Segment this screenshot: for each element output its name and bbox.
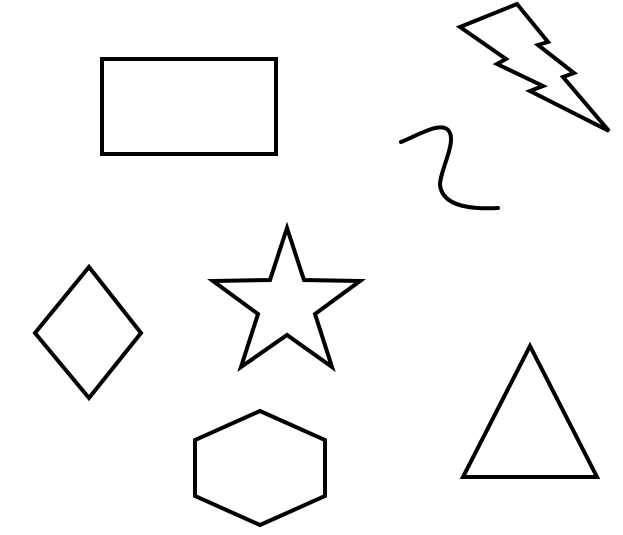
star-shape (207, 221, 366, 373)
lightning-bolt-shape (455, 1, 611, 133)
triangle-shape (459, 341, 601, 479)
diamond-shape (32, 263, 144, 402)
squiggle-shape (399, 125, 500, 211)
rectangle-shape (100, 57, 278, 156)
hexagon-shape (193, 408, 327, 528)
